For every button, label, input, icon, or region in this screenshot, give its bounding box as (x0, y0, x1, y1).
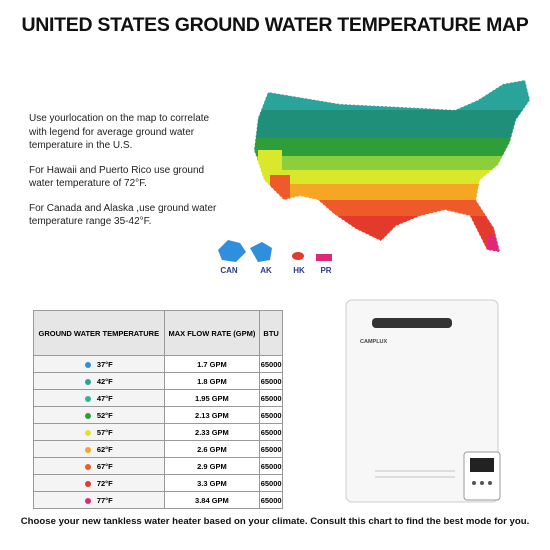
table-cell: 65000 (259, 474, 283, 492)
title: UNITED STATES GROUND WATER TEMPERATURE M… (21, 14, 529, 36)
table-cell: 65000 (259, 372, 283, 390)
table-row: 52°F 2.13 GPM 65000 (33, 406, 283, 424)
table-cell: 65000 (259, 389, 283, 407)
cell-text: 52°F (96, 410, 113, 420)
cell-text: 65000 (260, 393, 282, 403)
color-dot (84, 429, 91, 436)
cell-text: 72°F (96, 478, 113, 488)
table-row: 37°F 1.7 GPM 65000 (33, 355, 283, 373)
column-header: GROUND WATER TEMPERATURE (33, 310, 165, 356)
cell-text: 77°F (96, 495, 113, 505)
table-cell: 47°F (33, 389, 165, 407)
cell-text: 65000 (260, 359, 282, 369)
inset-label: PR (320, 266, 331, 275)
color-dot (84, 497, 91, 504)
cell-text: 65000 (260, 427, 282, 437)
cell-text: 65000 (260, 495, 282, 505)
color-dot (84, 412, 91, 419)
inset-label: CAN (220, 266, 238, 275)
table-cell: 3.3 GPM (163, 474, 261, 492)
cell-text: 42°F (96, 376, 113, 386)
cell-text: 65000 (260, 461, 282, 471)
table-cell: 65000 (259, 457, 283, 475)
table-cell: 2.13 GPM (163, 406, 261, 424)
cell-text: 62°F (96, 444, 113, 454)
color-dot (84, 378, 91, 385)
table-cell: 37°F (33, 355, 165, 373)
notes: Use yourlocation on the map to correlate… (29, 112, 229, 240)
table-row: 67°F 2.9 GPM 65000 (33, 457, 283, 475)
legend-table: GROUND WATER TEMPERATURE MAX FLOW RATE (… (33, 310, 283, 509)
cell-text: 65000 (260, 376, 282, 386)
cell-text: 2.6 GPM (197, 444, 227, 454)
footer: Choose your new tankless water heater ba… (20, 516, 530, 527)
color-dot (84, 480, 91, 487)
table-cell: 2.33 GPM (163, 423, 261, 441)
table-cell: 2.6 GPM (163, 440, 261, 458)
color-dot (84, 361, 91, 368)
cell-text: 1.7 GPM (197, 359, 227, 369)
water-heater: CAMPLUX (345, 299, 501, 503)
brand: CAMPLUX (360, 339, 388, 345)
table-cell: 65000 (259, 355, 283, 373)
cell-text: 3.3 GPM (197, 478, 227, 488)
table-cell: 77°F (33, 491, 165, 509)
cell-text: 2.9 GPM (197, 461, 227, 471)
color-dot (84, 446, 91, 453)
table-cell: 2.9 GPM (163, 457, 261, 475)
cell-text: 3.84 GPM (195, 495, 229, 505)
table-cell: 3.84 GPM (163, 491, 261, 509)
table-cell: 65000 (259, 491, 283, 509)
table-cell: 65000 (259, 423, 283, 441)
table-cell: 57°F (33, 423, 165, 441)
column-header: MAX FLOW RATE (GPM) (163, 310, 261, 356)
cell-text: 65000 (260, 478, 282, 488)
color-dot (84, 463, 91, 470)
inset-label: HK (293, 266, 305, 275)
cell-text: 2.33 GPM (195, 427, 229, 437)
cell-text: 65000 (260, 444, 282, 454)
color-dot (84, 395, 91, 402)
table-cell: 1.95 GPM (163, 389, 261, 407)
table-cell: 65000 (259, 406, 283, 424)
insets (218, 240, 332, 262)
cell-text: 2.13 GPM (195, 410, 229, 420)
cell-text: 1.8 GPM (197, 376, 227, 386)
cell-text: 67°F (96, 461, 113, 471)
cell-text: 65000 (260, 410, 282, 420)
table-cell: 42°F (33, 372, 165, 390)
table-row: 42°F 1.8 GPM 65000 (33, 372, 283, 390)
note: Use yourlocation on the map to correlate… (29, 113, 210, 151)
note: For Canada and Alaska ,use ground water … (29, 202, 217, 228)
table-row: 72°F 3.3 GPM 65000 (33, 474, 283, 492)
table-cell: 52°F (33, 406, 165, 424)
table-row: 77°F 3.84 GPM 65000 (33, 491, 283, 509)
table-row: 57°F 2.33 GPM 65000 (33, 423, 283, 441)
cell-text: 1.95 GPM (195, 393, 229, 403)
table-cell: 62°F (33, 440, 165, 458)
table-cell: 1.8 GPM (163, 372, 261, 390)
table-cell: 65000 (259, 440, 283, 458)
cell-text: 37°F (96, 359, 113, 369)
table-cell: 67°F (33, 457, 165, 475)
note: For Hawaii and Puerto Rico use ground wa… (29, 164, 205, 190)
us-map (254, 80, 530, 252)
table-row: 62°F 2.6 GPM 65000 (33, 440, 283, 458)
cell-text: 47°F (96, 393, 113, 403)
table-row: 47°F 1.95 GPM 65000 (33, 389, 283, 407)
inset-label: AK (260, 266, 272, 275)
us-outline (253, 79, 531, 253)
column-header: BTU (259, 310, 283, 356)
table-cell: 72°F (33, 474, 165, 492)
table-cell: 1.7 GPM (163, 355, 261, 373)
cell-text: 57°F (96, 427, 113, 437)
